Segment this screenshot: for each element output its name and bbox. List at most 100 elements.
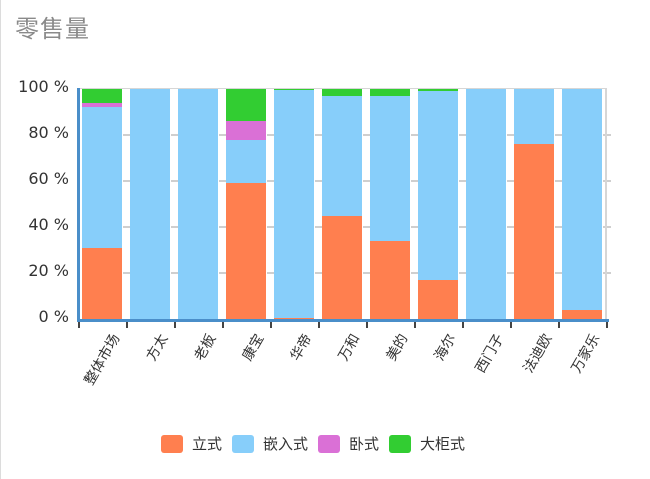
gridline-tick (363, 180, 371, 182)
gridline-tick (267, 180, 275, 182)
legend-label: 卧式 (349, 435, 380, 453)
bar-segment-立式[interactable] (226, 183, 266, 319)
gridline-tick (219, 272, 227, 274)
bar-segment-立式[interactable] (562, 309, 602, 319)
bar-segment-嵌入式[interactable] (466, 89, 506, 319)
bar-老板[interactable] (178, 89, 218, 319)
x-tick-label: 华帝 (287, 331, 316, 364)
gridline-tick (411, 272, 419, 274)
bar-海尔[interactable] (418, 89, 458, 319)
bar-segment-卧式[interactable] (82, 102, 122, 108)
x-tick-label: 法迪欧 (520, 331, 556, 376)
legend-swatch-icon (161, 434, 183, 453)
x-tick (126, 322, 128, 328)
legend-item-立式[interactable]: 立式 (161, 433, 222, 454)
bar-segment-大柜式[interactable] (418, 89, 458, 92)
gridline-tick (459, 272, 467, 274)
y-tick-label: 60 % (28, 169, 69, 188)
bar-segment-嵌入式[interactable] (274, 90, 314, 318)
y-axis-line (77, 88, 80, 322)
bar-segment-大柜式[interactable] (274, 89, 314, 91)
x-tick-label: 万和 (335, 331, 364, 364)
bar-segment-嵌入式[interactable] (562, 89, 602, 310)
gridline-tick (459, 180, 467, 182)
x-tick (510, 322, 512, 328)
bar-法迪欧[interactable] (514, 89, 554, 319)
gridline-tick (555, 134, 563, 136)
bar-康宝[interactable] (226, 89, 266, 319)
x-tick (270, 322, 272, 328)
gridline-tick (315, 226, 323, 228)
gridline-tick (507, 226, 515, 228)
gridline-tick (411, 226, 419, 228)
gridline-tick (171, 226, 179, 228)
x-tick-label: 整体市场 (81, 331, 124, 388)
x-tick (174, 322, 176, 328)
y-tick-label: 100 % (18, 77, 69, 96)
gridline-tick (555, 226, 563, 228)
bar-segment-嵌入式[interactable] (130, 89, 170, 319)
gridline-tick (219, 226, 227, 228)
gridline-tick (315, 272, 323, 274)
bar-segment-立式[interactable] (82, 247, 122, 319)
gridline-tick (315, 134, 323, 136)
legend-item-嵌入式[interactable]: 嵌入式 (232, 433, 308, 454)
bar-华帝[interactable] (274, 89, 314, 319)
legend: 立式 嵌入式 卧式 大柜式 (161, 433, 475, 454)
gridline-tick (411, 180, 419, 182)
bar-segment-嵌入式[interactable] (514, 89, 554, 145)
x-tick-label: 康宝 (239, 331, 268, 364)
bar-整体市场[interactable] (82, 89, 122, 319)
bar-segment-卧式[interactable] (226, 121, 266, 140)
gridline-tick (603, 272, 611, 274)
y-tick-label: 0 % (38, 307, 69, 326)
y-tick-label: 80 % (28, 123, 69, 142)
x-tick (414, 322, 416, 328)
bar-西门子[interactable] (466, 89, 506, 319)
bar-segment-嵌入式[interactable] (178, 89, 218, 319)
gridline-tick (459, 134, 467, 136)
bar-segment-嵌入式[interactable] (322, 95, 362, 216)
bar-方太[interactable] (130, 89, 170, 319)
bar-segment-嵌入式[interactable] (370, 95, 410, 241)
gridline-tick (171, 134, 179, 136)
gridline-tick (123, 134, 131, 136)
gridline-tick (507, 180, 515, 182)
bar-segment-立式[interactable] (514, 144, 554, 319)
gridline-tick (267, 272, 275, 274)
bar-万家乐[interactable] (562, 89, 602, 319)
x-tick-label: 老板 (191, 331, 220, 364)
legend-item-大柜式[interactable]: 大柜式 (389, 433, 465, 454)
bar-segment-大柜式[interactable] (322, 89, 362, 96)
bar-segment-嵌入式[interactable] (418, 91, 458, 280)
bar-segment-大柜式[interactable] (370, 89, 410, 96)
gridline-tick (267, 226, 275, 228)
gridline-tick (363, 226, 371, 228)
bar-segment-大柜式[interactable] (226, 89, 266, 122)
x-tick-label: 方太 (143, 331, 172, 364)
x-tick (318, 322, 320, 328)
x-tick-label: 海尔 (431, 331, 460, 364)
bar-segment-立式[interactable] (370, 240, 410, 319)
bar-segment-嵌入式[interactable] (82, 107, 122, 248)
gridline-tick (363, 134, 371, 136)
legend-label: 立式 (192, 435, 223, 453)
bar-segment-立式[interactable] (322, 215, 362, 319)
legend-item-卧式[interactable]: 卧式 (318, 433, 379, 454)
bar-segment-立式[interactable] (418, 279, 458, 319)
plot-area (79, 88, 607, 319)
y-tick-label: 20 % (28, 261, 69, 280)
bar-segment-嵌入式[interactable] (226, 139, 266, 184)
bar-segment-大柜式[interactable] (82, 89, 122, 103)
gridline-tick (219, 134, 227, 136)
legend-label: 嵌入式 (263, 435, 309, 453)
chart-title: 零售量 (15, 15, 90, 43)
gridline-tick (459, 226, 467, 228)
bar-美的[interactable] (370, 89, 410, 319)
gridline-tick (123, 272, 131, 274)
x-tick-label: 美的 (383, 331, 412, 364)
legend-swatch-icon (232, 434, 255, 453)
bar-万和[interactable] (322, 89, 362, 319)
bar-segment-立式[interactable] (274, 317, 314, 319)
x-tick (222, 322, 224, 328)
